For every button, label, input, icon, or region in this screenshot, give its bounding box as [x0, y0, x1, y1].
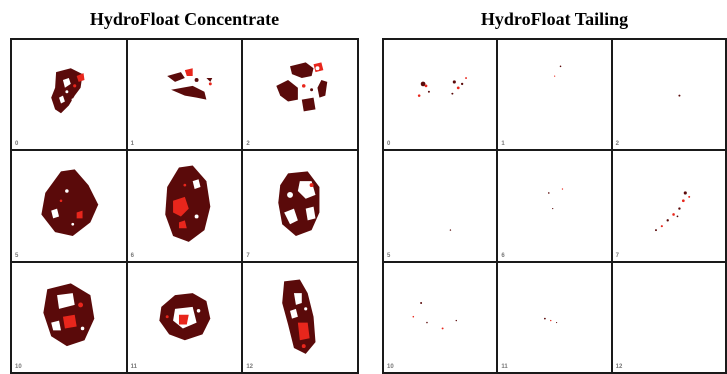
tailing-cell-7: 7: [612, 151, 725, 261]
cell-label: 7: [615, 252, 619, 259]
cell-label: 11: [130, 364, 137, 370]
cell-label: 2: [615, 141, 619, 148]
particle-image: [159, 292, 210, 340]
tailing-image-grid: 0 1 2 5 6: [382, 38, 727, 374]
concentrate-cell-5: 5: [12, 151, 126, 261]
particle-image: [51, 68, 85, 114]
particle-image: [554, 65, 562, 77]
tailing-cell-0: 0: [384, 40, 497, 150]
particle-image: [282, 279, 316, 354]
concentrate-cell-11: 11: [127, 262, 242, 372]
concentrate-title: HydroFloat Concentrate: [89, 9, 280, 29]
cell-label: 11: [501, 364, 508, 370]
particle-image: [678, 94, 681, 97]
particle-image: [166, 68, 212, 100]
particle-image: [449, 229, 452, 232]
cell-label: 6: [130, 252, 134, 259]
particle-image: [276, 62, 328, 112]
cell-label: 12: [615, 364, 623, 370]
cell-label: 2: [246, 141, 250, 148]
particle-image: [544, 317, 558, 323]
cell-label: 6: [501, 252, 505, 259]
particle-image: [412, 301, 457, 330]
concentrate-cell-10: 10: [12, 262, 126, 372]
cell-label: 0: [387, 141, 391, 148]
tailing-title: HydroFloat Tailing: [480, 9, 629, 29]
particle-image: [43, 283, 95, 346]
cell-label: 12: [246, 364, 254, 370]
cell-label: 10: [387, 364, 394, 370]
particle-image: [548, 188, 564, 210]
cell-label: 5: [387, 252, 391, 259]
cell-label: 1: [130, 141, 134, 148]
tailing-cell-10: 10: [384, 262, 497, 372]
concentrate-cell-12: 12: [243, 262, 357, 372]
tailing-cell-5: 5: [384, 151, 497, 261]
concentrate-cell-0: 0: [12, 40, 126, 150]
particle-image: [278, 171, 320, 237]
cell-label: 5: [15, 252, 19, 259]
cell-label: 10: [15, 364, 22, 370]
tailing-cell-6: 6: [498, 151, 611, 261]
tailing-cell-2: 2: [612, 40, 725, 150]
concentrate-cell-2: 2: [243, 40, 357, 150]
concentrate-cell-6: 6: [127, 151, 242, 261]
cell-label: 0: [15, 141, 19, 148]
particle-image: [654, 191, 690, 232]
cell-label: 7: [246, 252, 250, 259]
cell-label: 1: [501, 141, 505, 148]
particle-image: [164, 165, 210, 243]
concentrate-cell-1: 1: [127, 40, 242, 150]
tailing-cell-12: 12: [612, 262, 725, 372]
tailing-cell-11: 11: [498, 262, 611, 372]
particle-image: [417, 77, 468, 97]
tailing-cell-1: 1: [498, 40, 611, 150]
concentrate-cell-7: 7: [243, 151, 357, 261]
particle-image: [41, 169, 99, 237]
concentrate-image-grid: 0 1 2: [10, 38, 359, 374]
